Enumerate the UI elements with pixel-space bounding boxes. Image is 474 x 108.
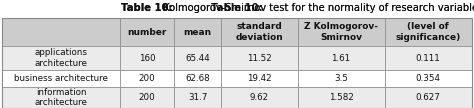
Bar <box>298 46 384 70</box>
Text: 65.44: 65.44 <box>185 54 210 63</box>
Text: (level of
significance): (level of significance) <box>395 22 461 42</box>
Text: 3.5: 3.5 <box>334 74 348 83</box>
Text: Z Kolmogorov-
Smirnov: Z Kolmogorov- Smirnov <box>304 22 378 42</box>
Text: 31.7: 31.7 <box>188 93 207 102</box>
Bar <box>221 70 298 87</box>
Text: Table 10:: Table 10: <box>211 3 263 13</box>
Text: Table 10:: Table 10: <box>121 3 173 13</box>
Text: 11.52: 11.52 <box>247 54 272 63</box>
Bar <box>298 18 384 46</box>
Text: 62.68: 62.68 <box>185 74 210 83</box>
Bar <box>0 0 474 18</box>
Text: 1.582: 1.582 <box>328 93 354 102</box>
Bar <box>174 18 221 46</box>
Text: information
architecture: information architecture <box>35 88 88 107</box>
Text: 200: 200 <box>139 93 155 102</box>
Bar <box>2 87 120 108</box>
Bar <box>221 87 298 108</box>
Bar <box>221 46 298 70</box>
Text: business architecture: business architecture <box>14 74 108 83</box>
Bar <box>298 87 384 108</box>
Text: standard
deviation: standard deviation <box>236 22 283 42</box>
Bar <box>221 18 298 46</box>
Text: 19.42: 19.42 <box>247 74 272 83</box>
Bar <box>120 18 174 46</box>
Bar <box>2 70 120 87</box>
Bar <box>2 18 472 108</box>
Bar <box>384 70 472 87</box>
Text: number: number <box>128 28 167 37</box>
Bar <box>0 0 474 18</box>
Text: 160: 160 <box>139 54 155 63</box>
Bar <box>120 46 174 70</box>
Text: 0.627: 0.627 <box>416 93 440 102</box>
Text: 1.61: 1.61 <box>331 54 351 63</box>
Bar <box>2 18 120 46</box>
Text: 9.62: 9.62 <box>250 93 269 102</box>
Text: 200: 200 <box>139 74 155 83</box>
Bar <box>298 70 384 87</box>
Text: Kolmogorov-Smirnov test for the normality of research variables: Kolmogorov-Smirnov test for the normalit… <box>160 3 474 13</box>
Bar <box>174 87 221 108</box>
Bar <box>384 87 472 108</box>
Text: 0.111: 0.111 <box>416 54 440 63</box>
Bar <box>2 46 120 70</box>
Bar <box>384 18 472 46</box>
Bar <box>174 46 221 70</box>
Bar <box>174 70 221 87</box>
Bar <box>384 46 472 70</box>
Text: Table 10:: Table 10: <box>121 3 173 13</box>
Text: Kolmogorov-Smirnov test for the normality of research variables: Kolmogorov-Smirnov test for the normalit… <box>160 3 474 13</box>
Text: applications
architecture: applications architecture <box>35 48 88 68</box>
Text: mean: mean <box>183 28 212 37</box>
Text: 0.354: 0.354 <box>416 74 441 83</box>
Bar <box>120 87 174 108</box>
Bar <box>120 70 174 87</box>
